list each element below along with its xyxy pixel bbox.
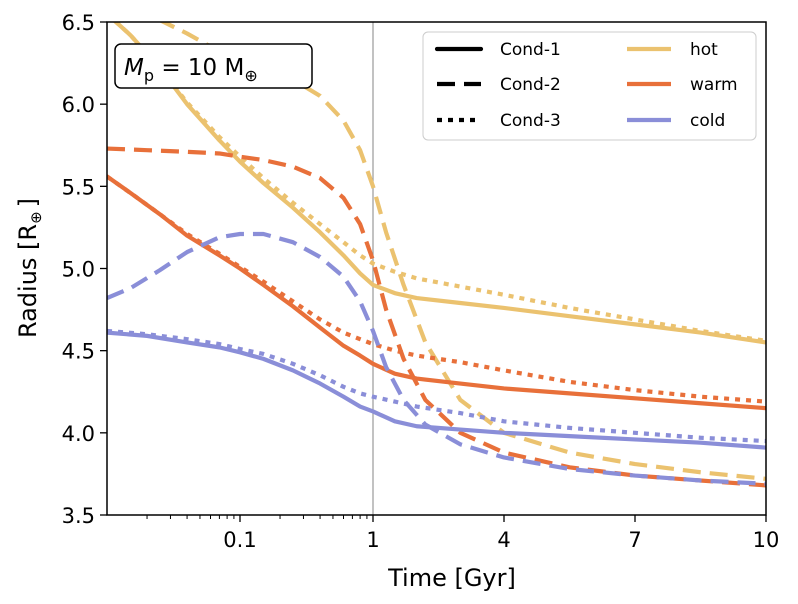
series-line-warm-cond-1 [107,174,766,411]
series-line-cold-cond-1 [107,330,766,450]
y-axis-label-close: ] [14,198,42,207]
x-tick-label: 10 [753,528,780,552]
legend-items: Cond-1 Cond-2 Cond-3 hot warm cold [434,40,738,131]
series-layer [107,22,766,488]
legend-label-cond-3: Cond-3 [500,111,561,131]
y-tick-label: 4.5 [62,340,95,364]
x-tick-label: 1 [366,528,379,552]
earth-symbol: ⊕ [27,211,45,224]
legend-label-warm: warm [690,75,738,95]
y-axis-label: Radius [R⊕] [14,198,45,338]
y-tick-label: 6.5 [62,11,95,35]
annotation-earth-symbol: ⊕ [244,66,257,85]
series-line-cold-cond-3 [107,328,766,444]
x-tick-label: 0.1 [223,528,256,552]
series-line-hot-cond-2 [158,22,766,481]
y-tick-label: 4.0 [62,422,95,446]
y-tick-label: 3.5 [62,504,95,528]
x-axis-label: Time [Gyr] [387,564,516,592]
y-tick-label: 5.0 [62,258,95,282]
annotation-text: Mp = 10 M⊕ [124,55,258,85]
y-axis-label-text: Radius [R [14,224,42,338]
mass-annotation: Mp = 10 M⊕ [114,43,313,89]
legend: Cond-1 Cond-2 Cond-3 hot warm cold [422,31,757,141]
legend-label-hot: hot [690,40,718,60]
annotation-equals: = 10 M [154,55,244,81]
legend-box [422,31,757,141]
x-tick-label: 7 [628,528,641,552]
y-tick-label: 5.5 [62,175,95,199]
annotation-box [114,43,313,89]
series-line-warm-cond-2 [107,146,766,488]
legend-label-cond-2: Cond-2 [500,75,561,95]
series-line-hot-cond-1 [112,22,766,345]
x-tick-label: 4 [497,528,510,552]
ticks-layer: 0.1 1 4 7 10 3.5 4.0 4.5 5.0 5.5 6.0 6.5 [62,11,780,552]
legend-label-cond-1: Cond-1 [500,40,561,60]
legend-label-cold: cold [690,111,725,131]
annotation-symbol: M [124,55,144,81]
y-tick-label: 6.0 [62,93,95,117]
annotation-subscript: p [144,66,154,85]
